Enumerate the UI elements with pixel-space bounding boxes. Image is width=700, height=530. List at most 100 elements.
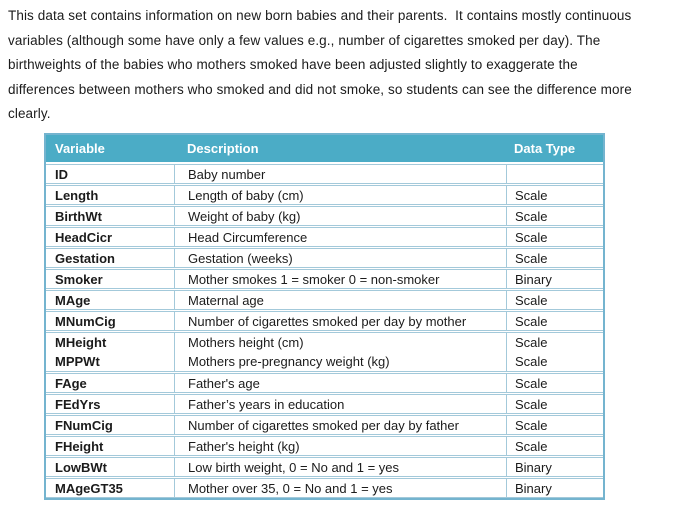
header-data-type: Data Type bbox=[506, 135, 603, 162]
header-variable: Variable bbox=[55, 141, 105, 156]
intro-line: birthweights of the babies who mothers s… bbox=[8, 57, 578, 72]
cell-data-type: Scale Scale bbox=[506, 333, 603, 371]
cell-description-text: Mothers height (cm) bbox=[188, 335, 304, 350]
intro-line: clearly. bbox=[8, 106, 51, 121]
table-row: BirthWt Weight of baby (kg) Scale bbox=[46, 206, 603, 226]
cell-variable: BirthWt bbox=[55, 208, 102, 224]
cell-variable: MNumCig bbox=[55, 313, 116, 329]
table-row: FNumCig Number of cigarettes smoked per … bbox=[46, 415, 603, 435]
table-row: HeadCicr Head Circumference Scale bbox=[46, 227, 603, 247]
cell-description: Mother smokes 1 = smoker 0 = non-smoker bbox=[174, 270, 506, 288]
cell-description-text: Head Circumference bbox=[188, 229, 308, 245]
cell-variable: HeadCicr bbox=[55, 229, 113, 245]
table-row-merged: MHeight MPPWt Mothers height (cm) Mother… bbox=[46, 332, 603, 372]
cell-description-text: Mothers pre-pregnancy weight (kg) bbox=[188, 354, 390, 369]
cell-description-text: Maternal age bbox=[188, 292, 264, 308]
cell-data-type: Binary bbox=[506, 479, 603, 497]
cell-description-text: Father’s years in education bbox=[188, 396, 345, 412]
cell-data-type-text: Scale bbox=[515, 313, 548, 329]
cell-variable: MHeight MPPWt bbox=[46, 333, 174, 371]
cell-description-text: Number of cigarettes smoked per day by f… bbox=[188, 417, 459, 433]
cell-data-type: Scale bbox=[506, 228, 603, 246]
cell-description: Length of baby (cm) bbox=[174, 186, 506, 204]
variables-table: Variable Description Data Type ID Baby n… bbox=[44, 133, 605, 500]
cell-variable: Smoker bbox=[55, 271, 103, 287]
cell-variable-text: MPPWt bbox=[55, 354, 100, 369]
cell-variable: ID bbox=[55, 166, 68, 182]
cell-data-type: Scale bbox=[506, 207, 603, 225]
intro-line: This data set contains information on ne… bbox=[8, 8, 632, 23]
cell-data-type-text: Scale bbox=[515, 187, 548, 203]
header-description-label: Description bbox=[187, 141, 259, 156]
cell-variable: LowBWt bbox=[55, 459, 107, 475]
cell-description-text: Mother smokes 1 = smoker 0 = non-smoker bbox=[188, 271, 440, 287]
cell-description-text: Length of baby (cm) bbox=[188, 187, 304, 203]
cell-variable: FAge bbox=[55, 375, 87, 391]
cell-description: Gestation (weeks) bbox=[174, 249, 506, 267]
cell-description: Number of cigarettes smoked per day by f… bbox=[174, 416, 506, 434]
cell-variable: MAgeGT35 bbox=[55, 480, 123, 496]
cell-variable-text: MHeight bbox=[55, 335, 107, 350]
cell-data-type-text: Scale bbox=[515, 417, 548, 433]
table-row: FEdYrs Father’s years in education Scale bbox=[46, 394, 603, 414]
table-row: ID Baby number bbox=[46, 164, 603, 184]
table-row: MNumCig Number of cigarettes smoked per … bbox=[46, 311, 603, 331]
cell-data-type-text: Binary bbox=[515, 480, 552, 496]
intro-paragraph: This data set contains information on ne… bbox=[8, 4, 698, 127]
cell-data-type-text: Scale bbox=[515, 438, 548, 454]
cell-data-type-text: Scale bbox=[515, 208, 548, 224]
cell-data-type bbox=[506, 165, 603, 183]
table-row: Gestation Gestation (weeks) Scale bbox=[46, 248, 603, 268]
cell-data-type: Binary bbox=[506, 270, 603, 288]
cell-data-type: Scale bbox=[506, 249, 603, 267]
cell-description: Mother over 35, 0 = No and 1 = yes bbox=[174, 479, 506, 497]
cell-data-type: Scale bbox=[506, 291, 603, 309]
cell-description: Number of cigarettes smoked per day by m… bbox=[174, 312, 506, 330]
cell-description: Baby number bbox=[174, 165, 506, 183]
cell-data-type-text: Scale bbox=[515, 375, 548, 391]
cell-description: Father’s years in education bbox=[174, 395, 506, 413]
cell-description-text: Baby number bbox=[188, 166, 266, 182]
table-row: FHeight Father's height (kg) Scale bbox=[46, 436, 603, 456]
cell-data-type-text: Scale bbox=[515, 396, 548, 412]
cell-data-type: Scale bbox=[506, 186, 603, 204]
cell-variable: MAge bbox=[55, 292, 91, 308]
cell-description-text: Father's height (kg) bbox=[188, 438, 300, 454]
cell-description: Head Circumference bbox=[174, 228, 506, 246]
table-row: FAge Father's age Scale bbox=[46, 373, 603, 393]
table-row: MAgeGT35 Mother over 35, 0 = No and 1 = … bbox=[46, 478, 603, 498]
cell-data-type-text: Scale bbox=[515, 335, 548, 350]
intro-line: differences between mothers who smoked a… bbox=[8, 81, 632, 97]
cell-variable: FNumCig bbox=[55, 417, 113, 433]
cell-data-type-text: Scale bbox=[515, 354, 548, 369]
cell-data-type-text: Scale bbox=[515, 229, 548, 245]
cell-data-type: Scale bbox=[506, 395, 603, 413]
cell-data-type: Scale bbox=[506, 416, 603, 434]
cell-data-type-text: Scale bbox=[515, 250, 548, 266]
table-header-row: Variable Description Data Type bbox=[46, 135, 603, 162]
header-data-type-label: Data Type bbox=[514, 141, 576, 156]
cell-description-text: Weight of baby (kg) bbox=[188, 208, 301, 224]
table-row: Smoker Mother smokes 1 = smoker 0 = non-… bbox=[46, 269, 603, 289]
intro-line: variables (although some have only a few… bbox=[8, 32, 601, 48]
cell-description: Father's age bbox=[174, 374, 506, 392]
cell-description: Maternal age bbox=[174, 291, 506, 309]
cell-description-text: Mother over 35, 0 = No and 1 = yes bbox=[188, 480, 393, 496]
cell-description: Low birth weight, 0 = No and 1 = yes bbox=[174, 458, 506, 476]
cell-description: Weight of baby (kg) bbox=[174, 207, 506, 225]
cell-data-type: Scale bbox=[506, 312, 603, 330]
cell-variable: FHeight bbox=[55, 438, 104, 454]
cell-data-type: Scale bbox=[506, 374, 603, 392]
table-row: Length Length of baby (cm) Scale bbox=[46, 185, 603, 205]
cell-data-type: Scale bbox=[506, 437, 603, 455]
cell-description: Mothers height (cm) Mothers pre-pregnanc… bbox=[174, 333, 506, 371]
table-row: MAge Maternal age Scale bbox=[46, 290, 603, 310]
cell-variable: FEdYrs bbox=[55, 396, 101, 412]
cell-description-text: Father's age bbox=[188, 375, 260, 391]
cell-description-text: Gestation (weeks) bbox=[188, 250, 293, 266]
cell-data-type: Binary bbox=[506, 458, 603, 476]
cell-data-type-text: Scale bbox=[515, 292, 548, 308]
cell-data-type-text: Binary bbox=[515, 271, 552, 287]
header-description: Description bbox=[174, 135, 506, 162]
